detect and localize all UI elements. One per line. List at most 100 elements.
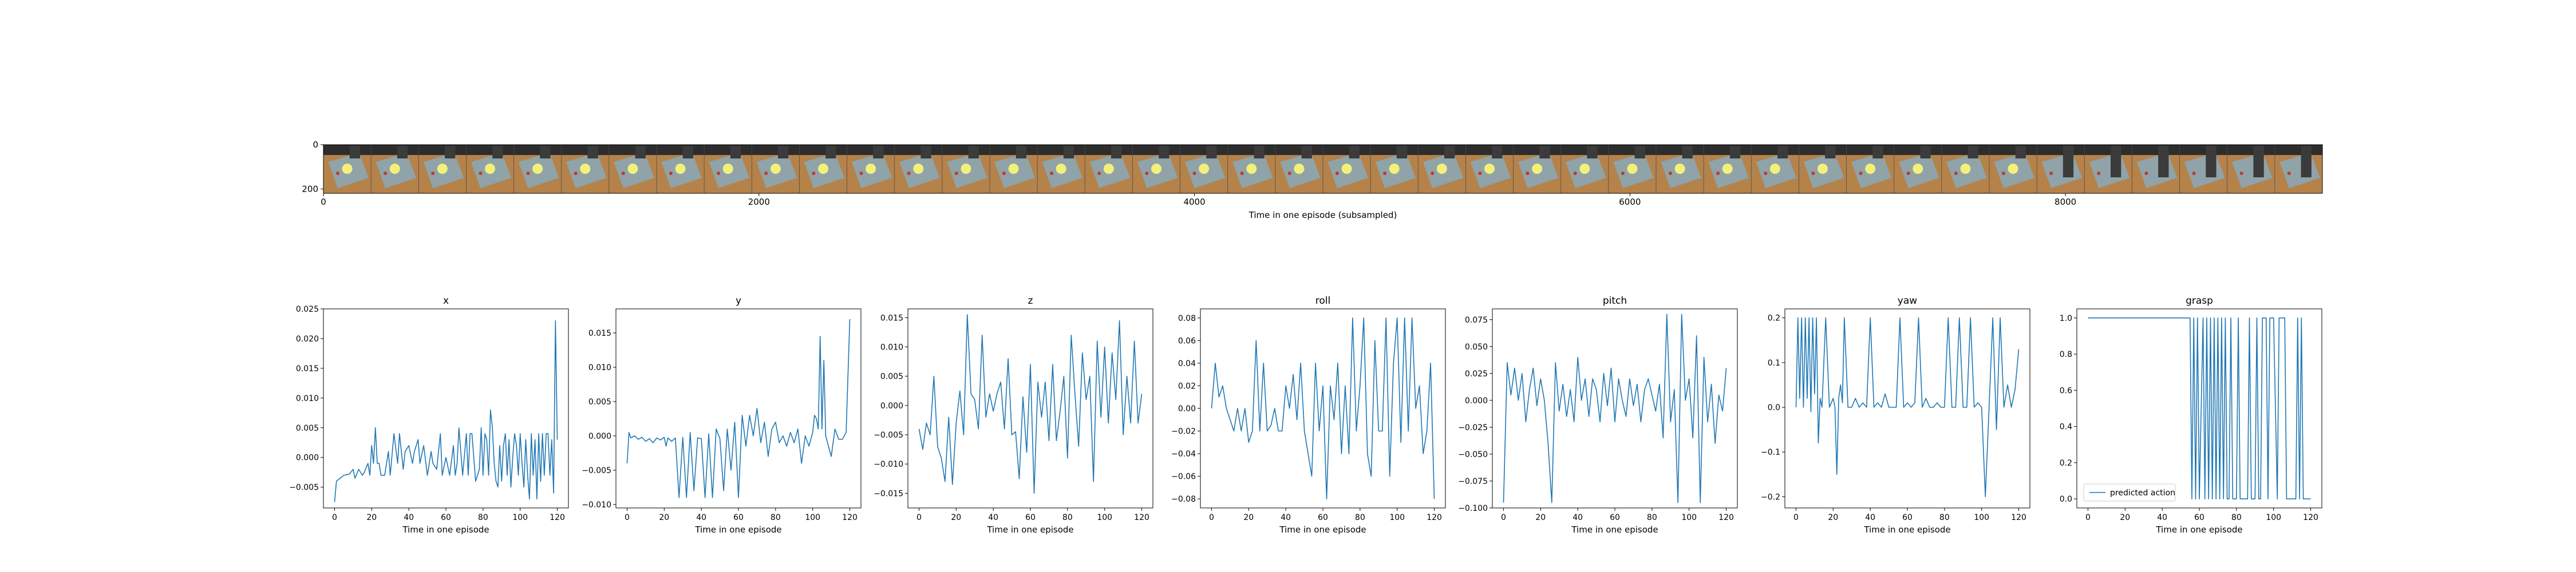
data-point	[764, 422, 765, 423]
xtick-label: 120	[842, 513, 858, 522]
data-point	[1566, 416, 1567, 417]
frame-gripper	[873, 146, 884, 158]
frame-gripper	[2253, 146, 2264, 177]
xtick-label: 20	[659, 513, 669, 522]
ytick-label: −0.06	[1171, 472, 1196, 482]
strip-frame	[2227, 145, 2275, 193]
xtick-label: 120	[1134, 513, 1149, 522]
frame-background	[1704, 145, 1752, 155]
data-point	[1056, 440, 1057, 441]
data-point	[2233, 498, 2234, 499]
frame-object	[2097, 172, 2101, 175]
data-point	[375, 427, 376, 428]
frame-background	[1608, 145, 1657, 155]
data-point	[1959, 317, 1960, 319]
frame-background	[371, 145, 419, 155]
data-point	[705, 497, 706, 498]
data-point	[978, 428, 979, 430]
strip-frame	[1560, 145, 1609, 193]
ytick-label: 0.04	[1178, 359, 1196, 368]
data-point	[403, 469, 404, 470]
xtick-label: 80	[771, 513, 781, 522]
data-point	[993, 411, 994, 412]
data-point	[1862, 402, 1863, 403]
data-point	[1903, 407, 1905, 408]
frame-background	[1941, 145, 1990, 155]
frame-gripper	[540, 146, 551, 158]
data-point	[1881, 407, 1882, 408]
data-point	[1108, 423, 1109, 424]
data-point	[970, 394, 971, 395]
frame-object	[1431, 172, 1435, 175]
data-point	[408, 445, 409, 446]
frame-gripper	[2206, 146, 2217, 177]
frame-background	[466, 145, 515, 155]
data-point	[2014, 389, 2016, 390]
data-point	[1985, 496, 1986, 498]
data-point	[2301, 317, 2302, 319]
frame-gripper	[1825, 146, 1836, 158]
data-point	[2281, 317, 2282, 319]
frame-object	[669, 172, 673, 175]
data-point	[1955, 407, 1956, 408]
data-point	[1000, 382, 1001, 383]
data-point	[1412, 317, 1413, 319]
data-point	[371, 445, 372, 446]
frame-ball	[675, 164, 686, 174]
data-point	[1797, 317, 1799, 319]
ytick-label: 0.015	[880, 313, 903, 323]
data-point	[1611, 368, 1612, 369]
data-point	[738, 497, 739, 498]
subplot-yaw: yaw 0 20 40 60 80 100 120 −0.2 −0.1 0.0 0.1 0.2 Time …	[1761, 295, 2030, 535]
frame-object	[526, 172, 530, 175]
data-point	[1255, 340, 1257, 341]
frame-gripper	[1301, 146, 1312, 158]
frame-gripper	[1111, 146, 1122, 158]
data-point	[693, 490, 694, 491]
frame-object	[1335, 172, 1339, 175]
strip-frame	[1751, 145, 1799, 193]
data-point	[2004, 407, 2005, 408]
xtick-label: 80	[478, 513, 488, 522]
data-point	[2223, 498, 2224, 499]
frame-object	[1811, 172, 1815, 175]
frame-ball	[1818, 164, 1828, 174]
ytick-label: 0.2	[1768, 314, 1780, 323]
data-point	[1907, 402, 1908, 403]
frame-ball	[961, 164, 971, 174]
strip-frame	[1275, 145, 1323, 193]
data-point	[1966, 407, 1967, 408]
data-point	[1226, 408, 1227, 409]
frame-background	[1085, 145, 1133, 155]
data-point	[1607, 405, 1608, 406]
data-point	[1349, 453, 1350, 454]
ytick-label: 1.0	[2060, 314, 2072, 323]
data-point	[786, 446, 787, 447]
data-point	[742, 415, 743, 416]
ytick-label: 0.005	[588, 398, 611, 407]
xtick-label: 120	[550, 513, 565, 522]
frame-object	[1859, 172, 1863, 175]
frame-object	[1478, 172, 1482, 175]
frame-ball	[1865, 164, 1876, 174]
data-point	[934, 376, 935, 377]
data-point	[835, 428, 836, 430]
frame-background	[704, 145, 752, 155]
data-point	[1370, 476, 1372, 477]
data-point	[656, 438, 657, 439]
frame-gripper	[1729, 146, 1741, 158]
data-point	[1034, 493, 1035, 494]
data-point	[414, 451, 415, 452]
xtick-label: 0	[1501, 513, 1506, 522]
strip-frame	[1608, 145, 1657, 193]
data-point	[544, 475, 545, 476]
data-point	[686, 497, 687, 498]
data-point	[2236, 498, 2237, 499]
data-point	[823, 360, 824, 361]
frame-gripper	[2015, 146, 2026, 158]
data-point	[820, 336, 821, 337]
data-point	[492, 427, 493, 428]
data-point	[2297, 317, 2298, 319]
data-point	[1562, 384, 1563, 385]
